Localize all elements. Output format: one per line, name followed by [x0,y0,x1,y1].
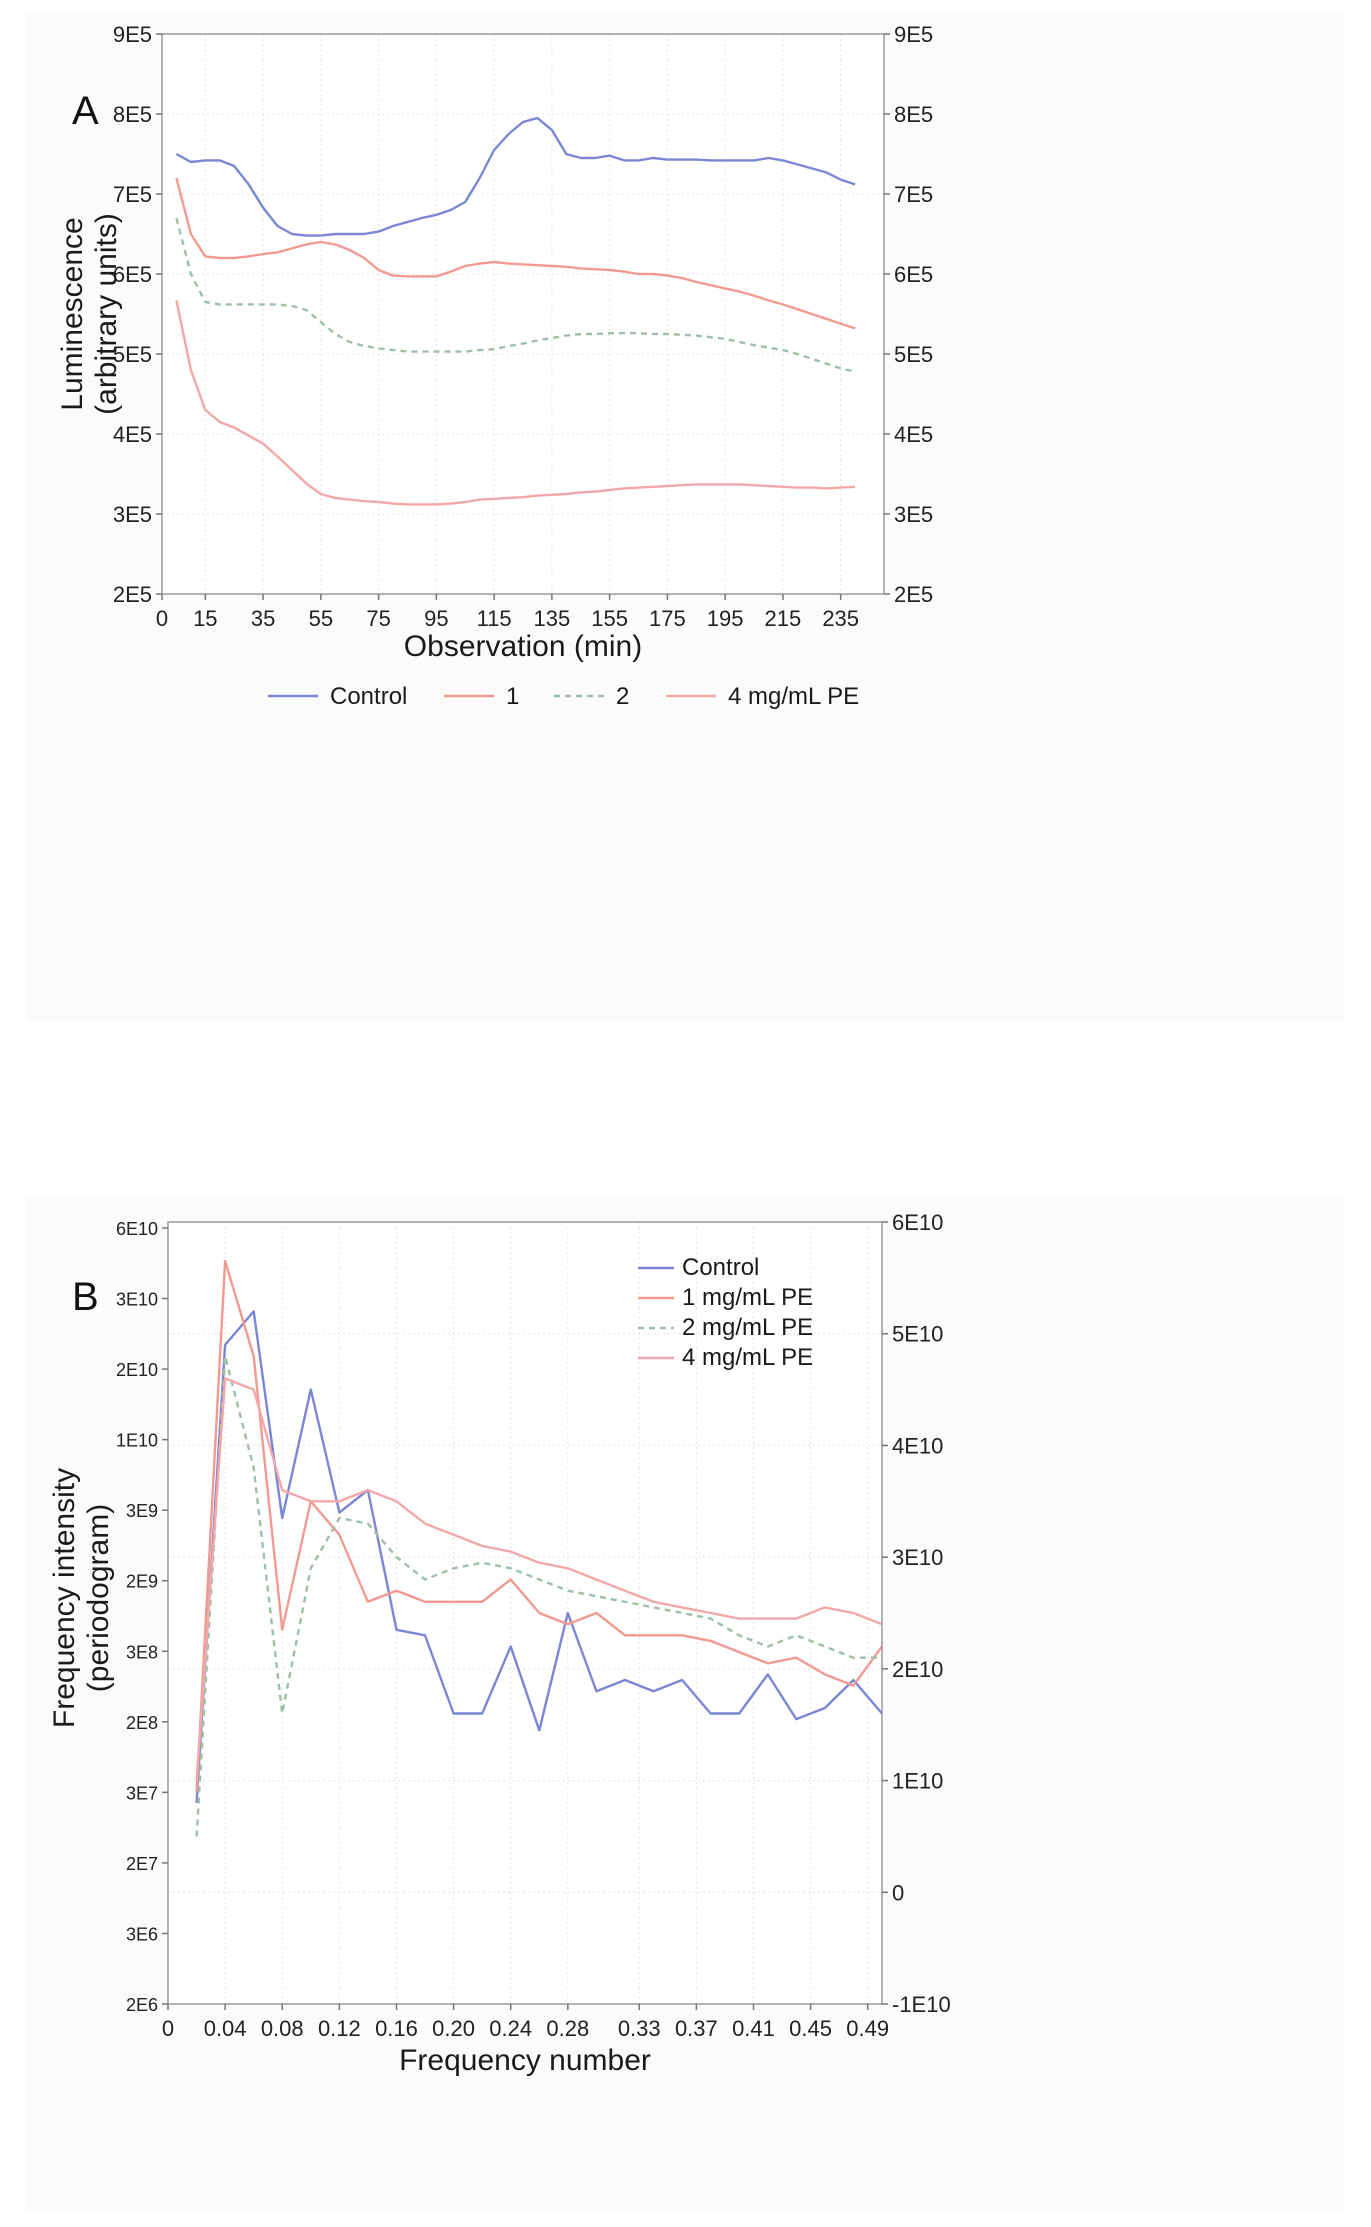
y-axis-label: Frequency intensity(periodogram) [48,1468,115,1728]
x-axis-label: Observation (min) [404,630,642,663]
x-tick-label: 235 [822,606,859,631]
x-tick-label: 215 [765,606,802,631]
x-tick-label: 0.24 [489,2016,532,2041]
legend-label-3: 2 [616,683,629,710]
x-tick-label: 0.33 [618,2016,661,2041]
y-tick-label-left: 3E8 [126,1642,158,1662]
y-tick-label-left: 2E6 [126,1995,158,2015]
y-tick-label-right: 9E5 [894,22,933,47]
series-line-2 [175,177,856,330]
y-tick-label-left: 8E5 [113,102,152,127]
legend-label-3: 2 mg/mL PE [682,1314,813,1341]
panel-a: 0 15 35 55 75 95 115 135 155 175 195 215 235 2E5 2E5 3E… [26,14,1344,1022]
y-axis-label-line: (arbitrary units) [90,213,123,415]
x-tick-label: 0 [162,2016,174,2041]
y-tick-label-left: 4E5 [113,422,152,447]
panel-letter-a: A [72,89,99,133]
y-tick-label-right: 1E10 [892,1769,943,1794]
series-line-1 [175,116,856,237]
x-tick-label: 0.37 [675,2016,718,2041]
x-tick-label: 0.08 [261,2016,304,2041]
series-line-3 [175,217,856,373]
y-tick-label-right: -1E10 [892,1992,951,2017]
y-tick-label-right: 8E5 [894,102,933,127]
plot-frame [161,33,885,595]
x-tick-label: 0.20 [432,2016,475,2041]
x-tick-label: 0 [156,606,168,631]
y-tick-label-right: 6E5 [894,262,933,287]
y-axis-label-line: Frequency intensity [48,1468,81,1728]
x-tick-label: 95 [424,606,448,631]
series-line-1 [195,1310,883,1803]
y-tick-label-left: 9E5 [113,22,152,47]
y-tick-label-right: 4E10 [892,1433,943,1458]
series-line-4 [195,1377,883,1781]
legend-label-1: Control [682,1254,759,1281]
legend-label-1: Control [330,683,407,710]
x-tick-label: 0.49 [846,2016,889,2041]
y-tick-label-left: 5E5 [113,342,152,367]
y-tick-label-right: 7E5 [894,182,933,207]
y-tick-label-left: 3E7 [126,1783,158,1803]
panel-b: 0 0.04 0.08 0.12 0.16 0.20 0.24 0.28 0.33 0.37 0.4… [26,1198,1344,2210]
y-tick-label-right: 3E5 [894,502,933,527]
y-tick-label-left: 3E5 [113,502,152,527]
x-tick-label: 135 [534,606,571,631]
series-line-4 [175,300,856,506]
x-tick-label: 195 [707,606,744,631]
y-tick-label-left: 3E9 [126,1501,158,1521]
y-tick-label-left: 3E6 [126,1924,158,1944]
x-tick-label: 55 [309,606,333,631]
y-tick-label-left: 7E5 [113,182,152,207]
y-tick-label-left: 3E10 [116,1290,158,1310]
y-axis-label-line: (periodogram) [82,1504,115,1692]
plot-frame [167,1221,883,2005]
y-axis-label-line: Luminescence [56,217,89,410]
x-tick-label: 155 [591,606,628,631]
x-tick-label: 0.45 [789,2016,832,2041]
y-tick-label-right: 3E10 [892,1545,943,1570]
legend-label-2: 1 mg/mL PE [682,1284,813,1311]
y-tick-label-left: 6E10 [116,1219,158,1239]
y-tick-label-left: 2E10 [116,1360,158,1380]
y-tick-label-right: 0 [892,1880,904,1905]
chart-a: 0 15 35 55 75 95 115 135 155 175 195 215 235 2E5 2E5 3E… [56,22,933,710]
y-tick-label-right: 4E5 [894,422,933,447]
x-tick-label: 15 [193,606,217,631]
panel-letter-b: B [72,1275,99,1319]
series-line-3 [195,1354,882,1837]
legend-label-2: 1 [506,683,519,710]
x-tick-label: 0.16 [375,2016,418,2041]
x-tick-label: 0.04 [204,2016,247,2041]
legend-label-4: 4 mg/mL PE [682,1344,813,1371]
y-tick-label-left: 2E5 [113,582,152,607]
legend-label-4: 4 mg/mL PE [728,683,859,710]
x-tick-label: 0.12 [318,2016,361,2041]
x-tick-label: 175 [649,606,686,631]
x-tick-label: 35 [251,606,275,631]
y-tick-label-right: 6E10 [892,1210,943,1235]
x-tick-label: 0.41 [732,2016,775,2041]
plot-area [162,34,884,594]
chart-b: 0 0.04 0.08 0.12 0.16 0.20 0.24 0.28 0.33 0.37 0.4… [48,1210,951,2077]
y-tick-label-left: 2E8 [126,1713,158,1733]
y-tick-label-left: 2E9 [126,1572,158,1592]
x-tick-label: 115 [477,606,512,631]
x-axis-label: Frequency number [399,2044,651,2077]
x-tick-label: 75 [366,606,390,631]
y-axis-label: Luminescence(arbitrary units) [56,213,123,415]
y-tick-label-right: 2E5 [894,582,933,607]
x-tick-label: 0.28 [546,2016,589,2041]
y-tick-label-left: 2E7 [126,1854,158,1874]
y-tick-label-left: 1E10 [116,1431,158,1451]
y-tick-label-right: 5E10 [892,1322,943,1347]
y-tick-label-left: 6E5 [113,262,152,287]
y-tick-label-right: 5E5 [894,342,933,367]
y-tick-label-right: 2E10 [892,1657,943,1682]
